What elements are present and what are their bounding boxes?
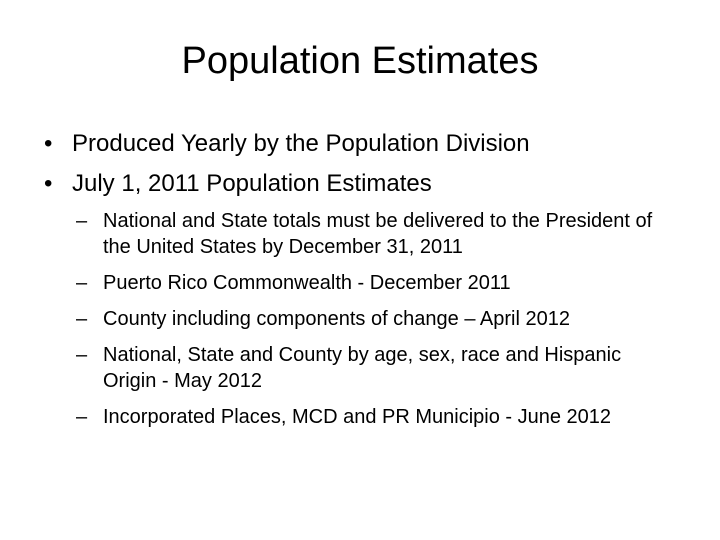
bullet-icon: • — [44, 130, 53, 157]
sub-bullet-item: – National, State and County by age, sex… — [76, 344, 622, 392]
slide-title: Population Estimates — [181, 40, 539, 82]
dash-icon: – — [76, 308, 88, 330]
dash-icon: – — [76, 406, 88, 428]
sub-bullet-item: – Incorporated Places, MCD and PR Munici… — [76, 406, 612, 428]
bullet-icon: • — [44, 170, 53, 197]
sub-bullet-item: – Puerto Rico Commonwealth - December 20… — [76, 272, 511, 294]
sub-bullet-item: – National and State totals must be deli… — [76, 210, 653, 258]
dash-icon: – — [76, 210, 88, 232]
dash-icon: – — [76, 344, 88, 366]
sub-bullet-item: – County including components of change … — [76, 308, 570, 330]
dash-icon: – — [76, 272, 88, 294]
